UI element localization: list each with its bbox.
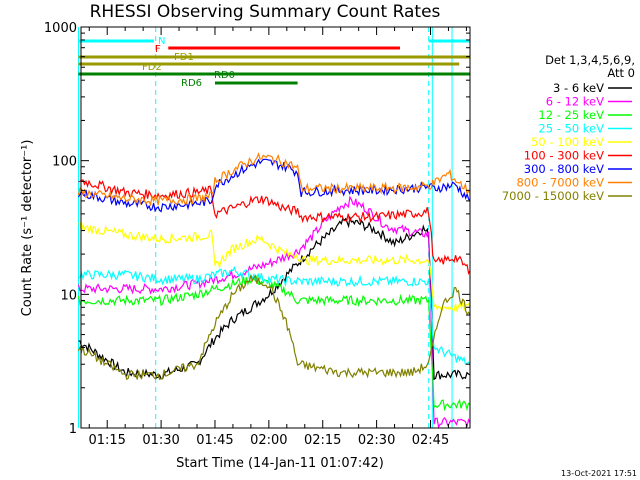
y-axis-label: Count Rate (s⁻¹ detector⁻¹) bbox=[20, 140, 35, 317]
legend-entry-label: 300 - 800 keV bbox=[524, 162, 604, 176]
legend-header: Det 1,3,4,5,6,9, bbox=[545, 53, 635, 67]
legend-entry-label: 800 - 7000 keV bbox=[516, 176, 604, 190]
flag-label: RD0 bbox=[214, 70, 235, 81]
legend-header: Att 0 bbox=[607, 66, 635, 80]
flag-label: RD6 bbox=[181, 78, 202, 89]
y-tick-label: 100 bbox=[52, 155, 77, 170]
timestamp-footer: 13-Oct-2021 17:51 bbox=[561, 469, 637, 478]
x-axis-label: Start Time (14-Jan-11 01:07:42) bbox=[176, 456, 384, 471]
flag-label: F bbox=[155, 44, 161, 55]
legend-entry-label: 50 - 100 keV bbox=[531, 135, 604, 149]
x-tick-label: 01:15 bbox=[88, 433, 125, 448]
series-line bbox=[77, 195, 471, 429]
series-line bbox=[78, 179, 471, 276]
x-tick-label: 02:45 bbox=[412, 433, 449, 448]
series-line bbox=[78, 266, 471, 366]
series-line bbox=[78, 222, 471, 314]
x-tick-label: 02:15 bbox=[304, 433, 341, 448]
x-tick-label: 01:45 bbox=[196, 433, 233, 448]
series-line bbox=[77, 274, 471, 412]
flag-label: N bbox=[158, 36, 165, 47]
legend-entry-label: 3 - 6 keV bbox=[553, 81, 604, 95]
legend-entry-label: 25 - 50 keV bbox=[538, 122, 604, 136]
flag-label: FD2 bbox=[142, 62, 162, 73]
legend-entry-label: 6 - 12 keV bbox=[546, 95, 604, 109]
legend-entry-label: 7000 - 15000 keV bbox=[502, 189, 604, 203]
legend-entry-label: 100 - 300 keV bbox=[524, 149, 604, 163]
y-tick-label: 10 bbox=[60, 288, 77, 303]
plot-frame bbox=[80, 26, 471, 429]
x-tick-label: 02:00 bbox=[250, 433, 287, 448]
legend-entry-label: 12 - 25 keV bbox=[538, 108, 604, 122]
y-tick-label: 1000 bbox=[44, 21, 77, 36]
x-tick-label: 01:30 bbox=[142, 433, 179, 448]
series-line bbox=[77, 152, 471, 207]
flag-label: FD1 bbox=[174, 52, 194, 63]
series-line bbox=[77, 274, 471, 381]
chart-title: RHESSI Observing Summary Count Rates bbox=[90, 2, 441, 22]
y-tick-label: 1 bbox=[69, 422, 77, 437]
x-tick-label: 02:30 bbox=[358, 433, 395, 448]
